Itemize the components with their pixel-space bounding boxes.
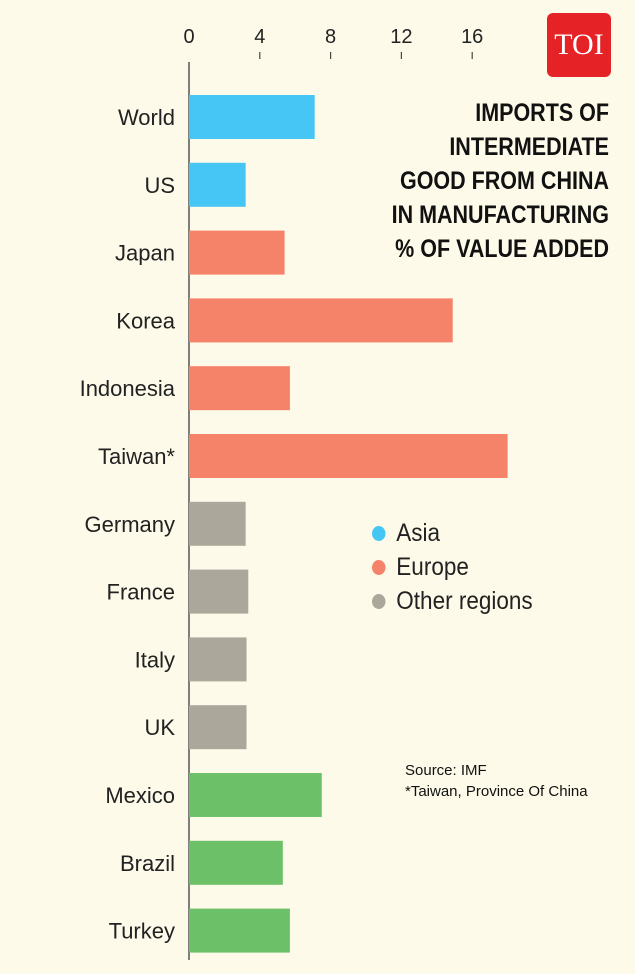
category-label: France <box>107 580 175 605</box>
title-line: IN MANUFACTURING <box>391 201 609 229</box>
category-label: Indonesia <box>80 376 176 401</box>
bar-indonesia <box>189 366 290 411</box>
x-tick-label: 4 <box>254 26 265 48</box>
title-line: % OF VALUE ADDED <box>395 235 609 263</box>
x-tick-label: 0 <box>183 26 194 48</box>
x-tick-label: 16 <box>461 26 483 48</box>
legend: Asia Europe Other regions <box>372 516 533 618</box>
bar-germany <box>189 501 246 546</box>
legend-label: Europe <box>396 552 469 581</box>
legend-dot <box>372 525 386 541</box>
category-label: Germany <box>85 512 175 537</box>
legend-dot <box>372 593 386 609</box>
footnote-text: *Taiwan, Province Of China <box>405 783 588 800</box>
bar-taiwan <box>189 434 508 478</box>
category-label: Mexico <box>105 783 175 808</box>
title-line: IMPORTS OF <box>475 99 609 127</box>
category-label: Taiwan* <box>98 444 175 469</box>
bar-korea <box>189 298 453 343</box>
category-label: Italy <box>135 647 175 672</box>
bar-italy <box>189 637 247 682</box>
category-label: Japan <box>115 241 175 266</box>
source-text: Source: IMF <box>405 762 487 779</box>
legend-item-asia: Asia <box>372 516 533 550</box>
x-tick-label: 8 <box>325 26 336 48</box>
toi-logo: TOI <box>547 13 611 77</box>
bar-turkey <box>189 908 290 953</box>
legend-item-europe: Europe <box>372 550 533 584</box>
legend-dot <box>372 559 386 575</box>
legend-item-other: Other regions <box>372 584 533 618</box>
bar-us <box>189 162 246 207</box>
legend-label: Other regions <box>396 586 533 615</box>
legend-label: Asia <box>396 518 441 547</box>
category-label: Brazil <box>120 851 175 876</box>
category-label: Turkey <box>109 919 175 944</box>
bar-japan <box>189 230 285 275</box>
title-line: INTERMEDIATE <box>449 133 609 161</box>
source-note: Source: IMF *Taiwan, Province Of China <box>405 760 588 802</box>
bar-mexico <box>189 773 322 817</box>
category-label: US <box>144 173 175 198</box>
chart-title: IMPORTS OF INTERMEDIATE GOOD FROM CHINA … <box>351 96 609 266</box>
category-label: UK <box>144 715 175 740</box>
bar-brazil <box>189 840 283 885</box>
bar-uk <box>189 705 247 750</box>
x-tick-label: 12 <box>390 26 412 48</box>
title-line: GOOD FROM CHINA <box>399 167 609 195</box>
bar-world <box>189 95 315 139</box>
category-label: Korea <box>116 308 175 333</box>
bar-france <box>189 569 249 614</box>
category-label: World <box>118 105 175 130</box>
